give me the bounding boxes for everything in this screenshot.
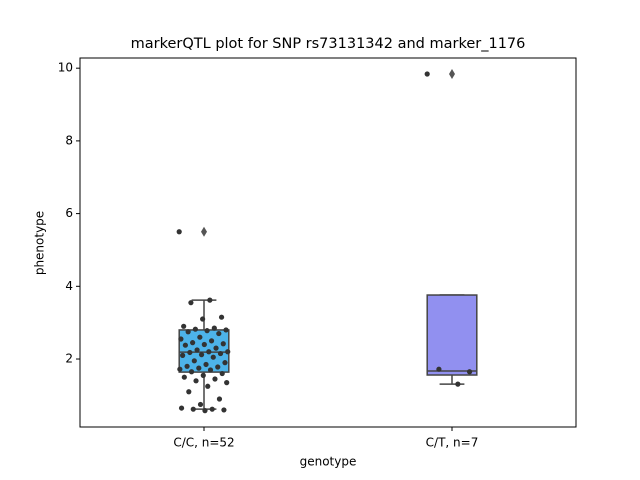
- x-tick-label: C/C, n=52: [173, 436, 234, 450]
- point: [201, 341, 207, 348]
- point: [193, 378, 199, 384]
- point: [191, 358, 197, 364]
- point: [211, 325, 217, 331]
- point: [222, 360, 228, 366]
- point: [177, 366, 183, 372]
- y-axis-label: phenotype: [33, 211, 47, 275]
- point: [181, 323, 187, 329]
- point: [197, 334, 203, 340]
- point: [216, 396, 223, 402]
- point: [203, 361, 209, 368]
- point: [205, 383, 211, 389]
- point: [208, 338, 215, 344]
- point: [218, 314, 225, 320]
- point: [192, 326, 198, 332]
- point: [198, 352, 205, 358]
- point: [200, 372, 206, 378]
- point: [436, 366, 442, 372]
- box: [426, 294, 478, 376]
- x-tick-label: C/T, n=7: [426, 436, 479, 450]
- plot-frame: [79, 57, 577, 428]
- point: [221, 407, 227, 413]
- point: [207, 367, 214, 373]
- point: [188, 300, 194, 306]
- point: [190, 406, 196, 412]
- point: [186, 389, 192, 395]
- x-axis-label: genotype: [300, 455, 357, 469]
- point: [204, 328, 210, 334]
- point: [194, 347, 200, 353]
- point: [212, 376, 218, 382]
- point: [206, 349, 212, 355]
- point: [466, 369, 473, 375]
- point: [200, 316, 206, 322]
- point: [185, 329, 191, 335]
- point: [455, 381, 461, 387]
- point: [181, 374, 187, 380]
- point: [424, 71, 430, 77]
- y-tick-label: 8: [65, 133, 73, 147]
- point: [176, 229, 182, 235]
- point: [178, 336, 184, 342]
- point: [225, 349, 231, 355]
- point: [202, 408, 208, 414]
- point: [219, 370, 225, 377]
- y-tick-label: 2: [65, 352, 73, 366]
- chart-title: markerQTL plot for SNP rs73131342 and ma…: [131, 36, 526, 52]
- outlier: [449, 68, 455, 79]
- point: [197, 401, 204, 408]
- y-tick-label: 4: [65, 279, 73, 293]
- point: [188, 369, 195, 375]
- point: [224, 380, 230, 386]
- point: [217, 350, 224, 357]
- point: [210, 354, 216, 360]
- point: [209, 406, 215, 412]
- point: [215, 364, 221, 370]
- point: [220, 341, 226, 347]
- point: [216, 330, 222, 337]
- point: [207, 297, 213, 303]
- point: [184, 363, 190, 369]
- y-tick-label: 10: [58, 61, 73, 75]
- outlier: [201, 226, 207, 237]
- point: [182, 342, 188, 348]
- point: [223, 327, 229, 333]
- point: [196, 365, 202, 371]
- point: [178, 405, 185, 411]
- point: [180, 352, 186, 358]
- point: [187, 349, 193, 356]
- point: [213, 345, 219, 351]
- point: [190, 340, 196, 346]
- y-tick-label: 6: [65, 206, 73, 220]
